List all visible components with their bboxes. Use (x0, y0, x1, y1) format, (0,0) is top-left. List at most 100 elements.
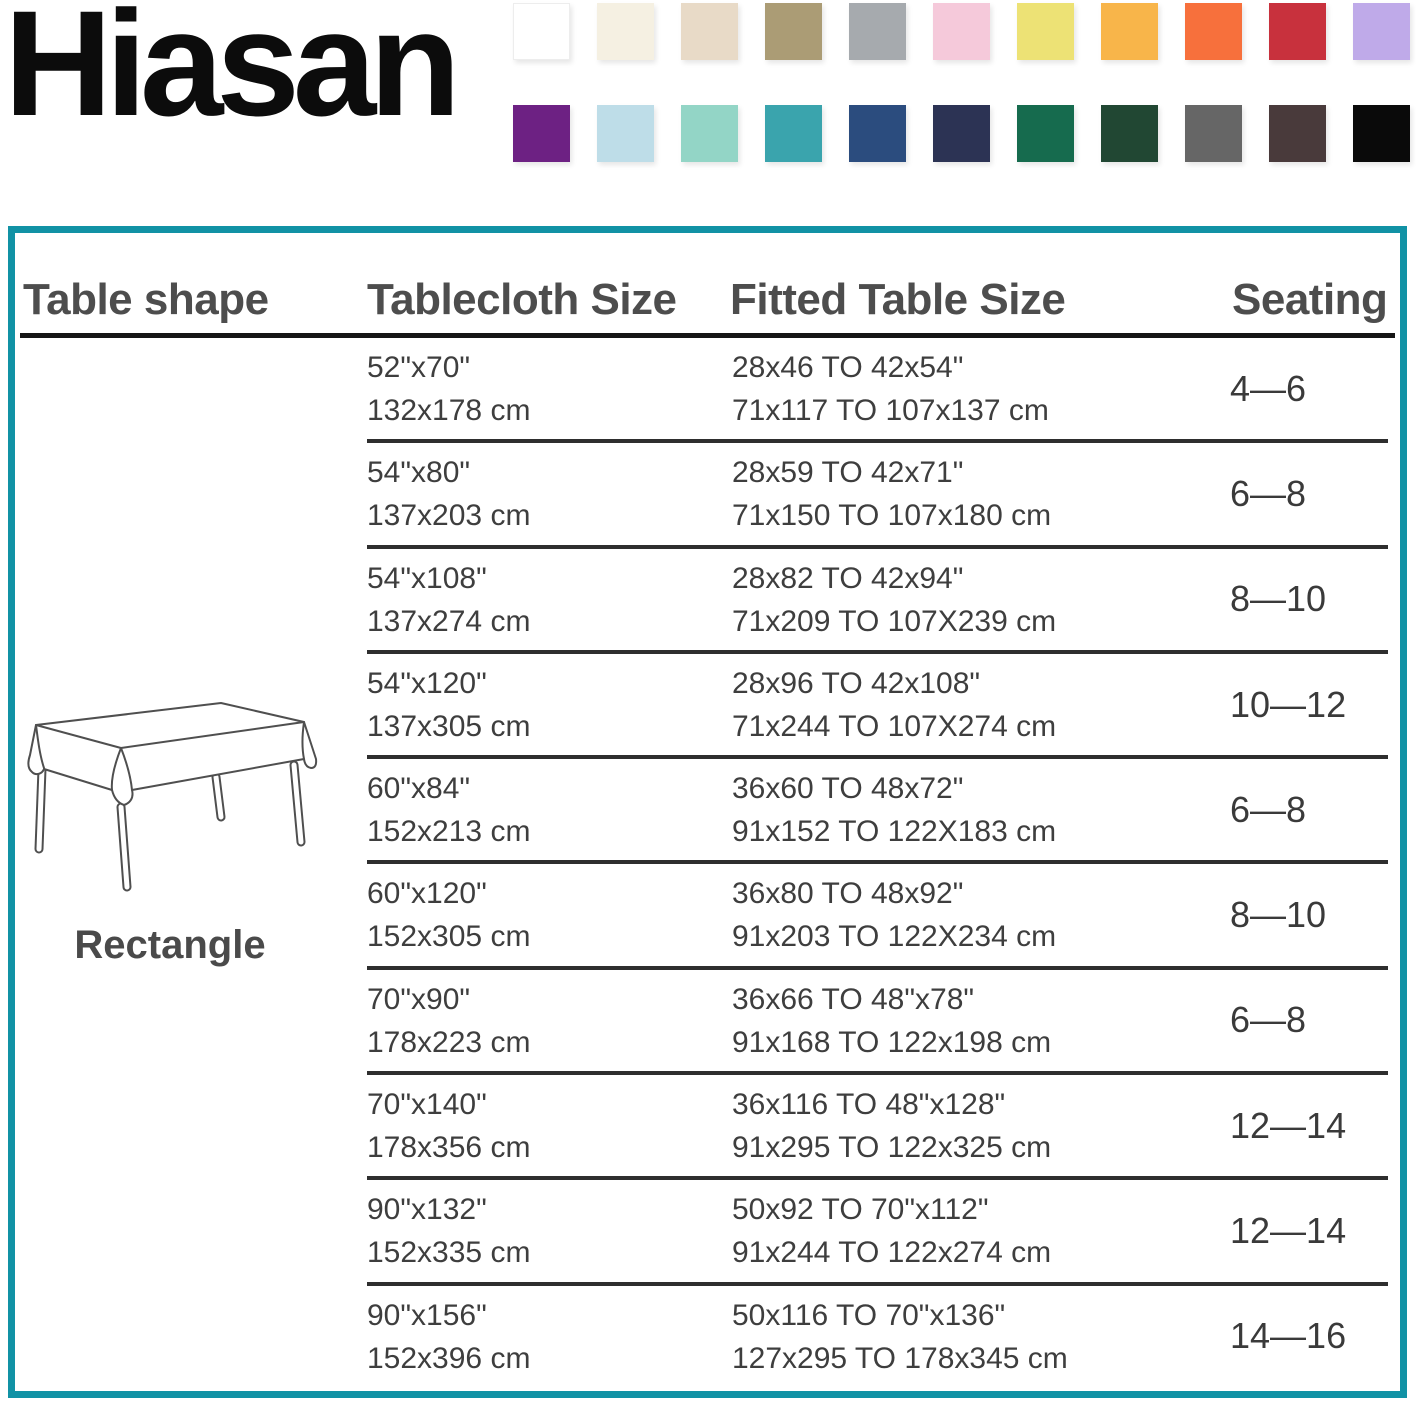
tablecloth-size-cm: 152x305 cm (367, 920, 531, 954)
table-row: 90"x132" 152x335 cm 50x92 TO 70"x112" 91… (15, 1180, 1400, 1286)
seating-cell: 14—16 (1230, 1315, 1347, 1357)
tablecloth-size-cm: 137x274 cm (367, 604, 531, 638)
tablecloth-size-cm: 178x223 cm (367, 1025, 531, 1059)
color-swatch-dark-navy (933, 105, 990, 162)
color-swatch-teal (765, 105, 822, 162)
row-divider-line (367, 1281, 1388, 1286)
color-swatch-palette (513, 3, 1410, 162)
tablecloth-size-inches: 60"x84" (367, 772, 471, 806)
tablecloth-size-cm: 132x178 cm (367, 394, 531, 427)
tablecloth-size-cm: 137x305 cm (367, 709, 531, 743)
color-swatch-pink (933, 3, 990, 60)
fitted-table-size-cm: 91x168 TO 122x198 cm (732, 1025, 1052, 1059)
fitted-table-size-inches: 28x46 TO 42x54" (732, 351, 964, 384)
tablecloth-size-cm: 137x203 cm (367, 499, 531, 533)
tablecloth-size-cm: 152x213 cm (367, 815, 531, 849)
table-row: 54"x108" 137x274 cm 28x82 TO 42x94" 71x2… (15, 549, 1400, 654)
color-swatch-ivory (597, 3, 654, 60)
seating-cell: 12—14 (1230, 1104, 1347, 1146)
color-swatch-purple (513, 105, 570, 162)
fitted-table-size-cm: 91x203 TO 122X234 cm (732, 920, 1057, 954)
color-swatch-dark-grey (1185, 105, 1242, 162)
table-row: 70"x90" 178x223 cm 36x66 TO 48"x78" 91x1… (15, 970, 1400, 1076)
row-divider-line (367, 544, 1388, 549)
table-row: 60"x84" 152x213 cm 36x60 TO 48x72" 91x15… (15, 759, 1400, 865)
tablecloth-size-inches: 70"x140" (367, 1088, 487, 1122)
tablecloth-size-inches: 90"x132" (367, 1193, 487, 1227)
color-swatch-green (1017, 105, 1074, 162)
color-swatch-beige (681, 3, 738, 60)
tablecloth-size-inches: 90"x156" (367, 1298, 487, 1332)
tablecloth-size-inches: 60"x120" (367, 877, 487, 911)
fitted-table-size-cm: 71x244 TO 107X274 cm (732, 709, 1057, 743)
fitted-table-size-inches: 28x82 TO 42x94" (732, 561, 964, 595)
row-divider-line (367, 965, 1388, 970)
color-swatch-grey (849, 3, 906, 60)
fitted-table-size-inches: 36x60 TO 48x72" (732, 772, 964, 806)
color-swatch-dark-green (1101, 105, 1158, 162)
column-header-seating: Seating (1232, 275, 1388, 324)
fitted-table-size-inches: 36x80 TO 48x92" (732, 877, 964, 911)
color-swatch-khaki (765, 3, 822, 60)
color-swatch-gold (1101, 3, 1158, 60)
color-swatch-row-1 (513, 3, 1410, 60)
seating-cell: 6—8 (1230, 472, 1307, 514)
fitted-table-size-inches: 36x66 TO 48"x78" (732, 982, 975, 1016)
tablecloth-size-inches: 70"x90" (367, 982, 471, 1016)
color-swatch-light-blue (597, 105, 654, 162)
row-divider-line (367, 1071, 1388, 1076)
seating-cell: 12—14 (1230, 1210, 1347, 1252)
column-header-fitted-table-size: Fitted Table Size (730, 275, 1066, 324)
fitted-table-size-cm: 71x209 TO 107X239 cm (732, 604, 1057, 638)
fitted-table-size-inches: 50x116 TO 70"x136" (732, 1298, 1006, 1332)
fitted-table-size-inches: 28x96 TO 42x108" (732, 666, 981, 700)
seating-cell: 6—8 (1230, 999, 1307, 1041)
table-row: 54"x80" 137x203 cm 28x59 TO 42x71" 71x15… (15, 443, 1400, 549)
table-row: 90"x156" 152x396 cm 50x116 TO 70"x136" 1… (15, 1286, 1400, 1391)
row-divider-line (367, 1176, 1388, 1181)
seating-cell: 4—6 (1230, 367, 1307, 409)
tablecloth-size-inches: 54"x80" (367, 456, 471, 490)
tablecloth-size-inches: 54"x108" (367, 561, 487, 595)
tablecloth-size-cm: 152x335 cm (367, 1236, 531, 1270)
color-swatch-aqua (681, 105, 738, 162)
color-swatch-red (1269, 3, 1326, 60)
color-swatch-orange (1185, 3, 1242, 60)
seating-cell: 6—8 (1230, 788, 1307, 830)
table-row: 60"x120" 152x305 cm 36x80 TO 48x92" 91x2… (15, 864, 1400, 970)
header-divider-line (20, 333, 1395, 338)
color-swatch-brown (1269, 105, 1326, 162)
fitted-table-size-inches: 50x92 TO 70"x112" (732, 1193, 989, 1227)
fitted-table-size-cm: 71x150 TO 107x180 cm (732, 499, 1052, 533)
color-swatch-white (513, 3, 570, 60)
brand-logo: Hiasan (4, 0, 461, 147)
row-divider-line (367, 649, 1388, 654)
size-chart-panel: Table shape Tablecloth Size Fitted Table… (8, 226, 1407, 1398)
seating-cell: 10—12 (1230, 683, 1347, 725)
rectangle-table-icon (27, 702, 318, 892)
color-swatch-black (1353, 105, 1410, 162)
color-swatch-row-2 (513, 105, 1410, 162)
fitted-table-size-inches: 28x59 TO 42x71" (732, 456, 964, 490)
tablecloth-size-inches: 54"x120" (367, 666, 487, 700)
size-rows: 52"x70" 132x178 cm 28x46 TO 42x54" 71x11… (15, 338, 1400, 1391)
tablecloth-size-cm: 152x396 cm (367, 1341, 531, 1375)
table-row: 54"x120" 137x305 cm 28x96 TO 42x108" 71x… (15, 654, 1400, 760)
column-header-table-shape: Table shape (23, 275, 269, 324)
row-divider-line (367, 860, 1388, 865)
fitted-table-size-cm: 127x295 TO 178x345 cm (732, 1341, 1068, 1375)
row-divider-line (367, 439, 1388, 444)
fitted-table-size-cm: 91x244 TO 122x274 cm (732, 1236, 1052, 1270)
table-row: 70"x140" 178x356 cm 36x116 TO 48"x128" 9… (15, 1075, 1400, 1181)
fitted-table-size-cm: 91x152 TO 122X183 cm (732, 815, 1057, 849)
fitted-table-size-inches: 36x116 TO 48"x128" (732, 1088, 1006, 1122)
tablecloth-size-inches: 52"x70" (367, 351, 471, 384)
fitted-table-size-cm: 91x295 TO 122x325 cm (732, 1131, 1052, 1165)
table-row: 52"x70" 132x178 cm 28x46 TO 42x54" 71x11… (15, 338, 1400, 444)
shape-label: Rectangle (74, 923, 266, 967)
color-swatch-navy-blue (849, 105, 906, 162)
row-divider-line (367, 755, 1388, 760)
seating-cell: 8—10 (1230, 894, 1327, 936)
color-swatch-yellow (1017, 3, 1074, 60)
column-header-tablecloth-size: Tablecloth Size (367, 275, 677, 324)
